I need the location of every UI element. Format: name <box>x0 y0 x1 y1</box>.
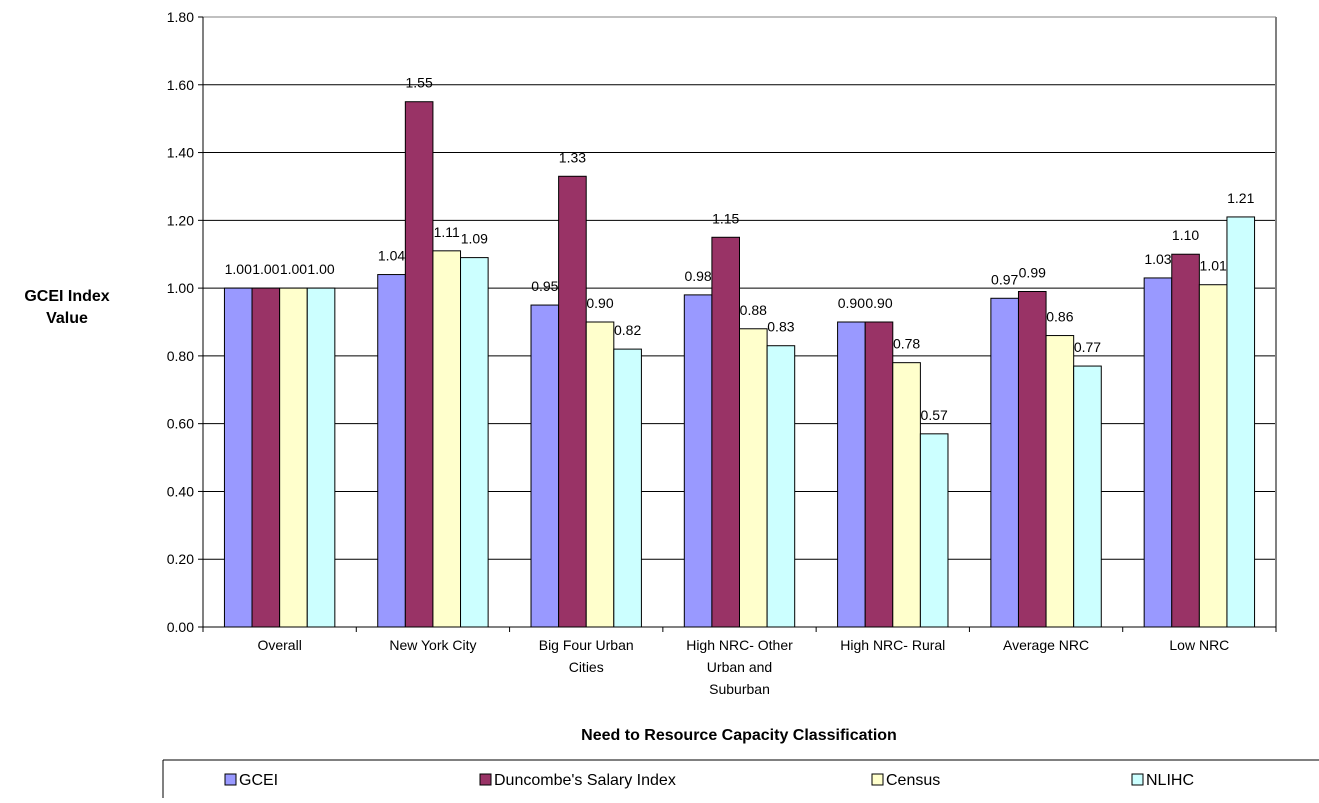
data-label: 0.97 <box>991 271 1018 287</box>
y-tick-label: 1.60 <box>167 77 194 93</box>
bar <box>1143 277 1173 628</box>
bar <box>711 236 741 628</box>
data-label: 0.83 <box>767 319 794 335</box>
category-label: Suburban <box>709 681 770 697</box>
data-label: 1.15 <box>712 210 739 226</box>
bar <box>613 348 642 628</box>
bar <box>683 294 713 628</box>
bar <box>739 328 768 628</box>
bar <box>990 297 1019 628</box>
legend-label: Census <box>886 772 940 789</box>
category-label: High NRC- Other <box>686 637 793 653</box>
bar <box>1198 284 1228 628</box>
bar <box>279 287 308 628</box>
y-tick-label: 0.40 <box>167 483 194 499</box>
category-label: Low NRC <box>1169 637 1229 653</box>
data-label: 0.99 <box>1019 265 1046 281</box>
axes: 0.00 0.20 0.40 0.60 0.80 1.00 1.20 1.40 1.60 1.80… <box>167 9 1277 697</box>
y-tick-label: 0.00 <box>167 619 194 635</box>
category-label: New York City <box>389 637 476 653</box>
data-label: 1.09 <box>461 231 488 247</box>
legend: GCEI Duncombe's Salary Index Census NLIHC <box>162 759 1319 798</box>
y-tick-label: 0.80 <box>167 348 194 364</box>
bar <box>1073 365 1102 628</box>
y-tick-label: 1.00 <box>167 280 194 296</box>
data-label: 0.57 <box>921 407 948 423</box>
data-label: 1.00 <box>252 261 279 277</box>
bar <box>558 175 587 628</box>
legend-swatch <box>871 773 884 786</box>
data-label: 1.00 <box>225 261 252 277</box>
category-label: Cities <box>569 659 604 675</box>
y-axis-title: GCEI Index Value <box>24 288 109 327</box>
y-tick-label: 0.60 <box>167 416 194 432</box>
bar <box>1045 335 1075 628</box>
legend-label: GCEI <box>239 772 278 789</box>
data-labels: 1.00 1.00 1.00 1.001.041.551.11 1.090.951.33… <box>225 75 1255 423</box>
bar <box>585 321 615 628</box>
y-tick-label: 1.40 <box>167 145 194 161</box>
bar <box>1171 253 1200 628</box>
data-label: 1.11 <box>434 224 460 240</box>
legend-swatch <box>1131 773 1144 786</box>
data-label: 1.10 <box>1172 227 1199 243</box>
data-label: 1.55 <box>406 75 433 91</box>
data-label: 0.86 <box>1046 309 1073 325</box>
bar <box>1017 291 1047 628</box>
bar <box>1226 216 1256 628</box>
data-label: 0.88 <box>740 302 767 318</box>
category-label: Urban and <box>707 659 772 675</box>
legend-label: Duncombe's Salary Index <box>494 772 676 789</box>
data-label: 1.01 <box>1200 258 1227 274</box>
bar <box>837 321 866 628</box>
bar <box>377 274 406 628</box>
data-label: 0.90 <box>586 295 613 311</box>
x-axis-title: Need to Resource Capacity Classification <box>581 727 897 744</box>
data-label: 0.98 <box>684 268 711 284</box>
bars <box>223 101 1256 628</box>
data-label: 0.90 <box>865 295 892 311</box>
bar <box>306 287 336 628</box>
data-label: 0.77 <box>1074 339 1101 355</box>
y-tick-label: 1.80 <box>167 9 194 25</box>
data-label: 1.00 <box>280 261 307 277</box>
category-label: Average NRC <box>1003 637 1089 653</box>
legend-label: NLIHC <box>1146 772 1194 789</box>
data-label: 1.33 <box>559 149 586 165</box>
data-label: 1.04 <box>378 248 405 264</box>
y-axis-title-line: GCEI Index <box>24 288 109 305</box>
bar <box>892 362 921 628</box>
bar <box>404 101 434 628</box>
y-tick-label: 0.20 <box>167 551 194 567</box>
data-label: 0.90 <box>838 295 865 311</box>
data-label: 1.03 <box>1144 251 1171 267</box>
bar <box>251 287 281 628</box>
bar <box>223 287 253 628</box>
category-label: Overall <box>257 637 301 653</box>
bar <box>864 321 894 628</box>
y-tick-label: 1.20 <box>167 212 194 228</box>
bar <box>432 250 462 628</box>
category-label: High NRC- Rural <box>840 637 945 653</box>
bar <box>919 433 949 628</box>
data-label: 0.78 <box>893 336 920 352</box>
legend-swatch <box>479 773 492 786</box>
bar <box>766 345 796 628</box>
data-label: 1.21 <box>1227 190 1254 206</box>
data-label: 1.00 <box>307 261 334 277</box>
data-label: 0.82 <box>614 322 641 338</box>
bar <box>530 304 560 628</box>
y-axis-title-line: Value <box>46 310 88 327</box>
data-label: 0.95 <box>531 278 558 294</box>
category-label: Big Four Urban <box>539 637 634 653</box>
bar <box>460 257 489 628</box>
legend-swatch <box>224 773 237 786</box>
